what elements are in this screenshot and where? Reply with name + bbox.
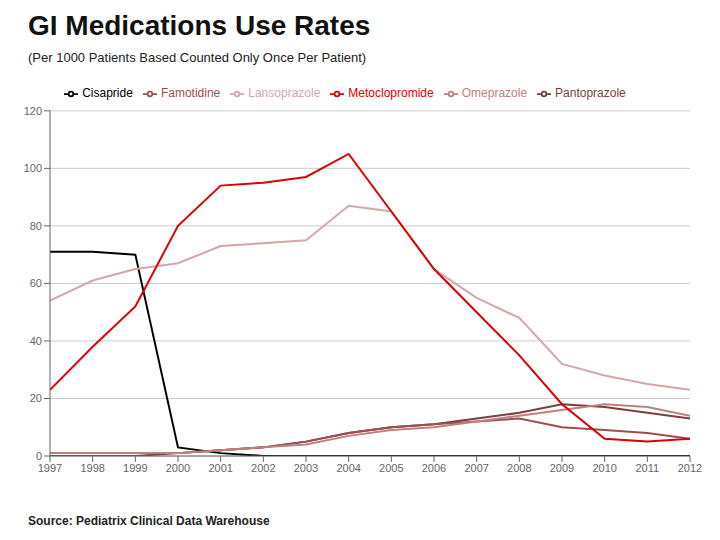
svg-text:1999: 1999 [123, 462, 147, 474]
svg-text:2008: 2008 [507, 462, 531, 474]
svg-text:0: 0 [36, 450, 42, 462]
html-text:(Per 1000 Patients Based Count: (Per 1000 Patients Based Counted Only On… [28, 50, 367, 65]
svg-text:80: 80 [30, 220, 42, 232]
svg-text:60: 60 [30, 277, 42, 289]
svg-text:2001: 2001 [208, 462, 232, 474]
svg-text:1997: 1997 [38, 462, 62, 474]
svg-text:2000: 2000 [166, 462, 190, 474]
svg-text:120: 120 [24, 105, 42, 117]
html-text:Source: Pediatrix Clinical Dat: Source: Pediatrix Clinical Data Warehous… [28, 514, 270, 528]
html-text:Cisapride: Cisapride [82, 86, 133, 100]
svg-text:2009: 2009 [550, 462, 574, 474]
html-text:GI Medications Use Rates: GI Medications Use Rates [28, 10, 371, 41]
html-text:Lansoprazole: Lansoprazole [248, 86, 321, 100]
html-text:Famotidine: Famotidine [160, 86, 221, 100]
svg-text:2005: 2005 [379, 462, 403, 474]
html-text:Pantoprazole: Pantoprazole [555, 86, 626, 100]
svg-text:2007: 2007 [464, 462, 488, 474]
svg-text:2002: 2002 [251, 462, 275, 474]
svg-text:20: 20 [30, 392, 42, 404]
svg-text:40: 40 [30, 335, 42, 347]
svg-text:2011: 2011 [636, 462, 660, 474]
svg-text:2012: 2012 [678, 462, 702, 474]
svg-text:2010: 2010 [592, 462, 616, 474]
html-text:Omeprazole: Omeprazole [461, 86, 528, 100]
svg-text:2004: 2004 [336, 462, 360, 474]
svg-text:2003: 2003 [294, 462, 318, 474]
svg-text:2006: 2006 [422, 462, 446, 474]
svg-text:1998: 1998 [80, 462, 104, 474]
html-text:Metoclopromide: Metoclopromide [348, 86, 434, 100]
svg-text:100: 100 [24, 162, 42, 174]
